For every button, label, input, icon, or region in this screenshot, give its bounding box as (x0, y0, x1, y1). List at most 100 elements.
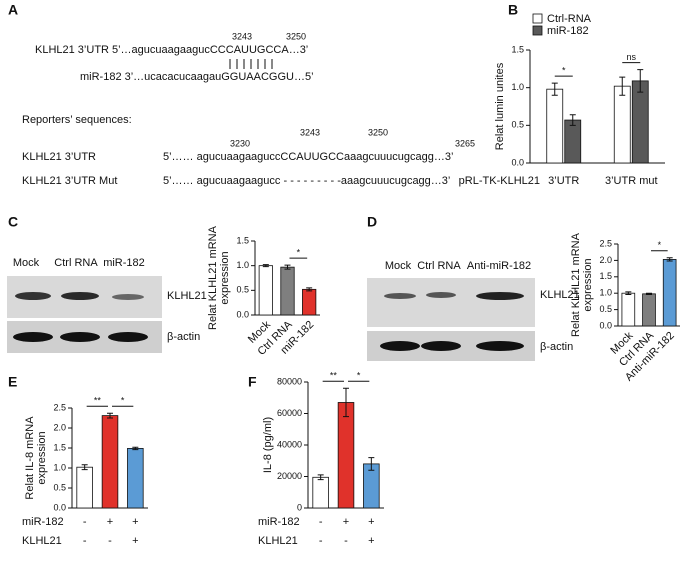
y-tick-label: 0.5 (236, 285, 249, 295)
blot (367, 278, 535, 361)
position: 3243 (300, 127, 320, 137)
error-bar (262, 264, 269, 268)
bar (642, 293, 656, 327)
y-axis-label: Relat lumin unites (494, 62, 506, 150)
bar (546, 88, 564, 164)
y-tick-label: 0.0 (236, 309, 249, 319)
position: 3230 (230, 138, 250, 148)
y-tick-label: 1.5 (236, 235, 249, 245)
condition-label: miR-182 (258, 516, 300, 528)
error-bar (368, 457, 375, 471)
y-tick-label: 80000 (277, 376, 302, 386)
significance-label: ns (626, 52, 636, 62)
condition-value: - (319, 535, 323, 547)
x-tick-label: 3’UTR mut (605, 175, 658, 187)
panel-label: C (8, 214, 18, 230)
y-tick-label: 1.5 (53, 442, 66, 452)
bar (564, 119, 582, 164)
error-bar (107, 412, 113, 419)
lane-label: Mock (385, 260, 412, 272)
significance-label: ** (94, 396, 102, 406)
condition-value: + (343, 516, 349, 528)
y-tick-label: 1.5 (511, 44, 524, 54)
band-label: β-actin (540, 341, 573, 353)
lane-label: Mock (13, 257, 40, 269)
legend-swatch (532, 13, 543, 24)
reporter-label: KLHL21 3’UTR (22, 151, 96, 163)
bar (302, 288, 317, 316)
band-label: β-actin (167, 331, 200, 343)
error-bar (284, 264, 291, 270)
y-tick-label: 0.5 (53, 482, 66, 492)
position: 3265 (455, 138, 475, 148)
panel-label: F (248, 374, 257, 390)
condition-value: - (344, 535, 348, 547)
reporters-title: Reporters’ sequences: (22, 114, 132, 126)
lane-label: miR-182 (103, 257, 145, 269)
condition-value: + (368, 535, 374, 547)
bar (631, 80, 649, 164)
y-tick-label: 60000 (277, 408, 302, 418)
significance-label: * (562, 66, 566, 76)
y-tick-label: 40000 (277, 439, 302, 449)
condition-value: + (132, 516, 138, 528)
condition-value: - (83, 516, 87, 528)
y-tick-label: 0.5 (511, 120, 524, 130)
pairing (229, 59, 273, 69)
condition-value: + (368, 516, 374, 528)
y-axis-label: Relat KLHL21 mRNA (207, 225, 219, 330)
bar (613, 85, 631, 164)
x-axis-label: pRL-TK-KLHL21 (459, 175, 540, 187)
condition-value: + (107, 516, 113, 528)
significance-label: * (357, 371, 361, 381)
panel-label: A (8, 2, 18, 18)
panel-label: E (8, 374, 17, 390)
error-bar (81, 464, 88, 471)
bar (312, 476, 329, 509)
y-axis-label: Relat KLHL21 mRNA (570, 232, 582, 337)
target-label: KLHL21 3’UTR (35, 44, 109, 56)
position: 3243 (232, 31, 252, 41)
condition-label: KLHL21 (22, 535, 62, 547)
error-bar (569, 114, 576, 126)
y-tick-label: 1.0 (53, 462, 66, 472)
error-bar (551, 82, 558, 96)
y-tick-label: 0.0 (599, 320, 612, 330)
y-tick-label: 1.0 (599, 288, 612, 298)
panel-label: B (508, 2, 518, 18)
position: 3250 (368, 127, 388, 137)
band-label: KLHL21 (167, 290, 207, 302)
y-axis-label: Relat IL-8 mRNA (24, 416, 36, 500)
condition-value: - (83, 535, 87, 547)
lane-label: Ctrl RNA (54, 257, 98, 269)
y-tick-label: 0.0 (53, 502, 66, 512)
y-tick-label: 0.0 (511, 157, 524, 167)
condition-value: - (319, 516, 323, 528)
blot (7, 276, 162, 353)
reporter-sequence: 5’…… agucuaagaagucc - - - - - - - - -aaa… (163, 175, 450, 187)
legend-label: miR-182 (547, 25, 589, 37)
reporter-label: KLHL21 3’UTR Mut (22, 175, 117, 187)
y-axis-label: expression (582, 258, 594, 311)
y-tick-label: 2.5 (53, 402, 66, 412)
legend-label: Ctrl-RNA (547, 13, 592, 25)
error-bar (306, 287, 313, 292)
position: 3250 (286, 31, 306, 41)
y-tick-label: 2.5 (599, 238, 612, 248)
significance-label: ** (330, 371, 338, 381)
bar (280, 266, 295, 316)
significance-label: * (121, 396, 125, 406)
significance-label: * (297, 248, 301, 258)
legend-swatch (532, 25, 543, 36)
significance-label: * (658, 240, 662, 250)
target-sequence: 5’…agucuaagaagucCCCAUUGCCA…3’ (112, 44, 308, 56)
y-tick-label: 2.0 (599, 255, 612, 265)
y-tick-label: 1.5 (599, 271, 612, 281)
bar (127, 447, 144, 509)
y-axis-label: expression (36, 431, 48, 484)
y-axis-label: IL-8 (pg/ml) (262, 417, 274, 473)
band-label: KLHL21 (540, 289, 580, 301)
y-axis-label: expression (219, 251, 231, 304)
error-bar (317, 474, 324, 481)
